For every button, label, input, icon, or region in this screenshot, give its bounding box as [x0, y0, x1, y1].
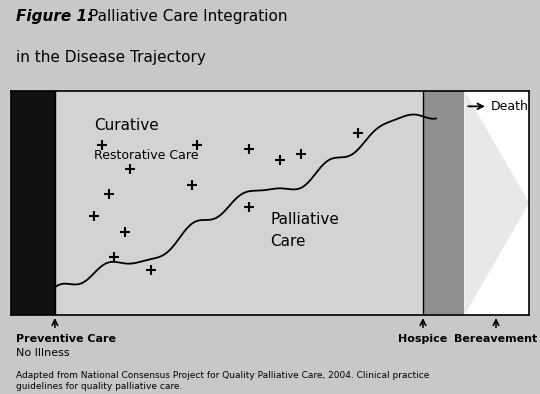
Text: No Illness: No Illness: [16, 348, 70, 358]
Polygon shape: [464, 91, 529, 315]
Text: Palliative
Care: Palliative Care: [270, 212, 339, 249]
Text: Palliative Care Integration: Palliative Care Integration: [89, 9, 288, 24]
Bar: [423, 91, 464, 315]
Text: Preventive Care: Preventive Care: [16, 334, 116, 344]
Bar: [55, 91, 423, 315]
Text: Curative: Curative: [94, 117, 159, 132]
Text: Death: Death: [490, 100, 528, 113]
Text: Bereavement: Bereavement: [454, 334, 538, 344]
Text: in the Disease Trajectory: in the Disease Trajectory: [16, 50, 206, 65]
Bar: [11, 91, 55, 315]
Text: Restorative Care: Restorative Care: [94, 149, 198, 162]
Text: Adapted from National Consensus Project for Quality Palliative Care, 2004. Clini: Adapted from National Consensus Project …: [16, 370, 429, 391]
Text: Figure 1:: Figure 1:: [16, 9, 93, 24]
Text: Hospice: Hospice: [399, 334, 448, 344]
